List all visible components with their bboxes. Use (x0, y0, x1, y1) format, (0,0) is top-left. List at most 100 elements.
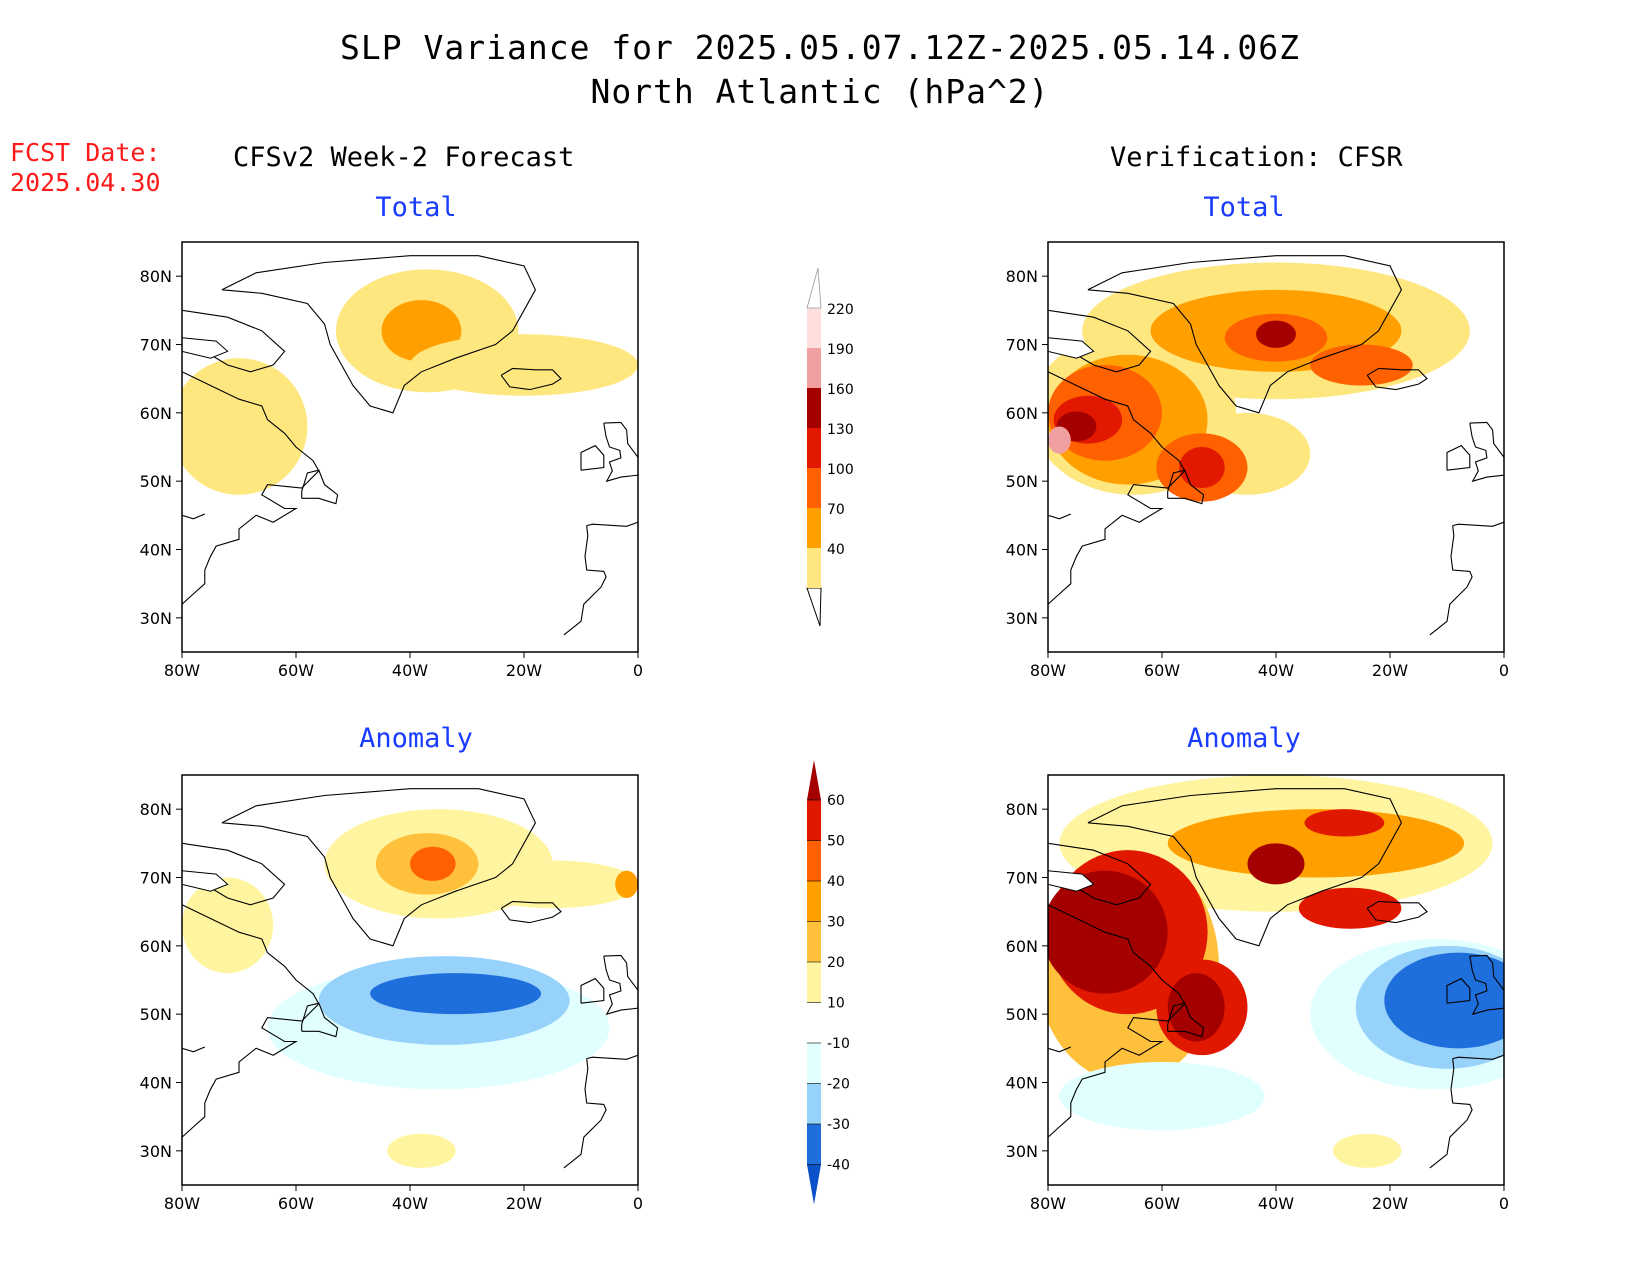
colorbar-total: 40 70 100 130 160 190 220 (806, 267, 854, 627)
forecast-anomaly-coastlines (182, 788, 638, 1169)
colorbar-total-label: 40 (827, 542, 845, 558)
colorbar-segment (807, 921, 821, 962)
coastline (182, 870, 229, 892)
coastline (1469, 421, 1504, 483)
coastline (1048, 337, 1095, 359)
lat-tick-label: 60N (1006, 937, 1038, 956)
lon-tick-label: 60W (278, 1194, 314, 1213)
coastline (1469, 954, 1504, 1016)
contour-fill (1048, 426, 1071, 454)
colorbar-segment (807, 1043, 821, 1084)
colorbar-anomaly: 60 50 40 30 20 10 -10 -20 -30 -40 (807, 760, 850, 1205)
colorbar-anomaly-label: -20 (827, 1077, 850, 1093)
colorbar-anomaly-label: 40 (827, 874, 845, 890)
verification-anomaly-title: Anomaly (1187, 723, 1301, 754)
verification-anomaly-coastlines (1048, 788, 1504, 1169)
colorbar-segment (807, 1083, 821, 1124)
lat-tick-label: 30N (1006, 1142, 1038, 1161)
lon-tick-label: 40W (392, 661, 428, 680)
coastline (1446, 977, 1471, 1004)
lon-tick-label: 60W (1144, 1194, 1180, 1213)
lon-tick-label: 0 (1499, 661, 1509, 680)
contour-fill (1048, 870, 1168, 994)
forecast-column-title: CFSv2 Week-2 Forecast (233, 142, 575, 173)
colorbar-segment (807, 962, 821, 1003)
lon-tick-label: 20W (1372, 661, 1408, 680)
coastline (563, 1058, 607, 1169)
contour-fill (410, 334, 638, 396)
verification-total-shading (1048, 262, 1470, 502)
contour-fill (1167, 809, 1465, 878)
forecast-date-label: FCST Date: (10, 138, 161, 167)
colorbar-segment (807, 468, 821, 508)
lat-tick-label: 50N (140, 472, 172, 491)
colorbar-total-label: 190 (827, 342, 854, 358)
verification-anomaly-shading (1048, 775, 1504, 1168)
contour-fill (182, 877, 274, 974)
lat-tick-label: 70N (1006, 869, 1038, 888)
lat-tick-label: 30N (140, 1142, 172, 1161)
lat-tick-label: 80N (1006, 267, 1038, 286)
colorbar-segment (807, 388, 821, 428)
contour-fill (1310, 344, 1413, 386)
lon-tick-label: 60W (1144, 661, 1180, 680)
contour-fill (182, 358, 308, 495)
lat-tick-label: 70N (140, 869, 172, 888)
coastline (182, 904, 320, 1138)
lon-tick-label: 0 (633, 661, 643, 680)
page-title-line1: SLP Variance for 2025.05.07.12Z-2025.05.… (340, 28, 1300, 67)
colorbar-upper-arrow (806, 267, 822, 309)
lon-tick-label: 40W (1258, 661, 1294, 680)
colorbar-anomaly-label: 10 (827, 996, 845, 1012)
lon-tick-label: 20W (506, 1194, 542, 1213)
coastline (603, 954, 638, 1016)
coastline (1048, 513, 1072, 520)
colorbar-total-label: 70 (827, 502, 845, 518)
lon-tick-label: 80W (164, 1194, 200, 1213)
coastline (1167, 469, 1205, 505)
coastline (586, 521, 638, 527)
coastline (1167, 1002, 1205, 1038)
coastline (500, 367, 562, 391)
contour-fill (410, 846, 456, 881)
page-title-line2: North Atlantic (hPa^2) (590, 72, 1050, 111)
forecast-anomaly-shading (182, 809, 638, 1168)
lon-tick-label: 40W (1258, 1194, 1294, 1213)
lat-tick-label: 30N (140, 609, 172, 628)
verification-total-coastlines (1048, 255, 1504, 636)
coastline (182, 371, 320, 605)
coastline (182, 337, 229, 359)
lat-tick-label: 60N (140, 404, 172, 423)
coastline (1366, 367, 1428, 391)
lat-tick-label: 50N (1006, 1005, 1038, 1024)
contour-fill (1333, 1133, 1402, 1168)
colorbar-segment (807, 348, 821, 388)
forecast-total-shading (182, 269, 638, 495)
colorbar-segment (807, 1124, 821, 1165)
colorbar-total-label: 160 (827, 382, 854, 398)
colorbar-segment (807, 548, 821, 588)
contour-fill (1304, 809, 1385, 837)
colorbar-total-label: 100 (827, 462, 854, 478)
coastline (1429, 525, 1473, 636)
contour-fill (1167, 973, 1225, 1042)
lat-tick-label: 40N (1006, 1074, 1038, 1093)
colorbar-anomaly-label: 30 (827, 915, 845, 931)
forecast-total-panel: 80N 70N 60N 50N 40N 30N 80W 60W 40W 20W 0 (140, 241, 643, 680)
contour-fill (467, 860, 638, 909)
colorbar-segment (807, 428, 821, 468)
coastline (500, 900, 562, 924)
lat-tick-label: 70N (140, 336, 172, 355)
forecast-total-title: Total (375, 192, 457, 223)
lat-tick-label: 40N (140, 541, 172, 560)
coastline (586, 1054, 638, 1060)
lon-tick-label: 40W (392, 1194, 428, 1213)
colorbar-upper-arrow (807, 760, 821, 800)
forecast-anomaly-panel: 80N 70N 60N 50N 40N 30N 80W 60W 40W 20W 0 (140, 774, 643, 1213)
colorbar-lower-arrow (807, 1164, 821, 1205)
lat-tick-label: 60N (140, 937, 172, 956)
lat-tick-label: 30N (1006, 609, 1038, 628)
colorbar-anomaly-label: -40 (827, 1158, 850, 1174)
lat-tick-label: 80N (140, 800, 172, 819)
